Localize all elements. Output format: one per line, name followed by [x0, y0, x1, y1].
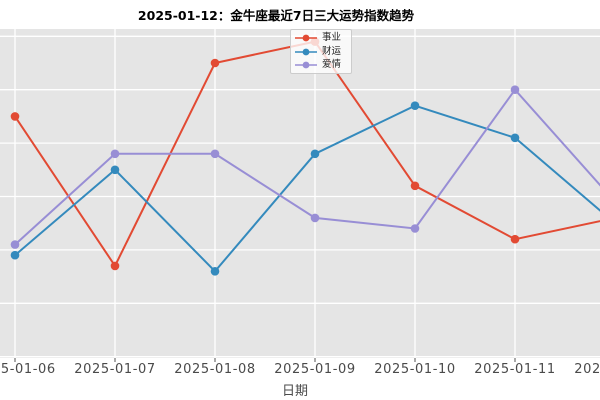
x-tick-label: 2025-01-08 [174, 362, 256, 377]
data-point-career [210, 58, 220, 68]
x-axis-label: 日期 [281, 384, 308, 399]
legend-item-career: 事业 [294, 31, 348, 45]
data-point-love [510, 85, 520, 94]
data-point-wealth [210, 267, 220, 276]
x-tick-label: 2025-01-06 [0, 362, 56, 377]
data-point-wealth [10, 250, 20, 260]
data-point-love [210, 149, 220, 159]
legend: 事业 财运 爱情 [290, 29, 352, 74]
data-point-love [10, 240, 20, 249]
x-tick-label: 2025-01-09 [274, 362, 356, 377]
legend-label-career: 事业 [322, 31, 342, 43]
legend-item-wealth: 财运 [294, 45, 348, 59]
x-tick-label: 2025-01-11 [474, 362, 556, 377]
data-point-love [110, 149, 120, 159]
legend-item-love: 爱情 [294, 58, 348, 72]
data-point-wealth [510, 133, 520, 143]
x-tick-label: 2025-01-12 [574, 362, 600, 377]
x-tick-label: 2025-01-07 [74, 362, 156, 377]
legend-label-love: 爱情 [322, 59, 342, 71]
chart-title: 2025-01-12：金牛座最近7日三大运势指数趋势 [137, 8, 415, 23]
data-point-wealth [110, 165, 120, 175]
line-marker-icon [295, 34, 317, 42]
plot-background [0, 29, 600, 358]
data-point-career [110, 261, 120, 271]
data-point-wealth [310, 149, 320, 159]
data-point-career [510, 234, 520, 244]
legend-label-wealth: 财运 [322, 45, 342, 57]
x-tick-label: 2025-01-10 [374, 362, 456, 377]
line-marker-icon [295, 61, 317, 69]
data-point-wealth [410, 101, 420, 110]
data-point-career [10, 112, 20, 121]
line-marker-icon [295, 48, 317, 55]
data-point-love [310, 213, 320, 223]
data-point-love [410, 224, 420, 233]
data-point-career [410, 181, 420, 191]
